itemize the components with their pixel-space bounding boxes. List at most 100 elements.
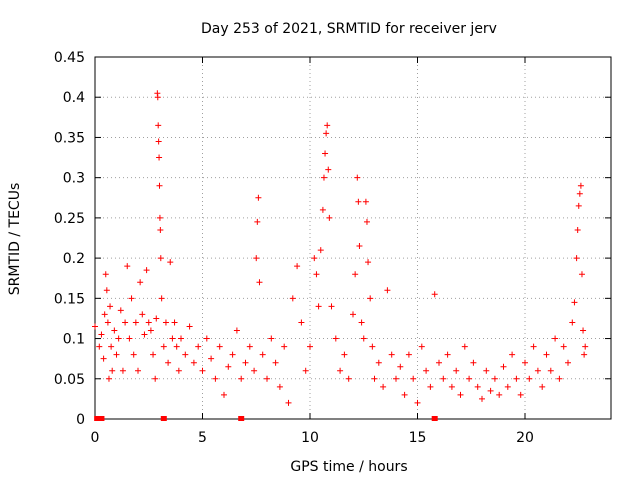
data-point: [195, 343, 202, 350]
data-point: [96, 343, 103, 350]
x-axis-label: GPS time / hours: [290, 459, 407, 475]
data-point: [560, 343, 567, 350]
y-tick-label-4: 0.2: [63, 251, 85, 267]
data-point: [98, 331, 105, 338]
x-tick-label-2: 10: [301, 430, 319, 446]
data-point: [470, 359, 477, 366]
x-tick-label-1: 5: [198, 430, 207, 446]
data-point: [479, 395, 485, 402]
data-point: [111, 327, 118, 334]
y-axis-label: SRMTID / TECUs: [7, 183, 23, 296]
data-point: [440, 375, 447, 382]
data-point: [221, 391, 227, 398]
data-point: [367, 295, 374, 302]
data-point: [199, 367, 206, 374]
data-point: [337, 367, 344, 374]
data-point: [323, 130, 330, 137]
data-point: [259, 351, 266, 358]
data-point: [203, 335, 210, 342]
data-point: [178, 335, 184, 342]
data-point: [315, 303, 322, 310]
data-point: [576, 190, 583, 197]
data-point: [208, 355, 215, 362]
data-point: [268, 335, 275, 342]
y-tick-label-5: 0.25: [54, 211, 85, 227]
data-point: [358, 319, 365, 326]
data-point: [448, 383, 455, 390]
data-point: [154, 94, 161, 101]
data-point: [162, 319, 169, 326]
data-point: [165, 359, 172, 366]
axis-ticks: [94, 56, 611, 420]
data-point: [119, 367, 126, 374]
data-point: [108, 343, 115, 350]
data-point: [410, 375, 417, 382]
data-point: [157, 226, 164, 233]
data-point: [152, 375, 159, 382]
data-point: [547, 367, 554, 374]
data-point: [115, 335, 122, 342]
data-point: [173, 343, 180, 350]
data-point: [143, 267, 150, 274]
data-point: [155, 138, 162, 145]
data-point: [298, 319, 305, 326]
data-point: [229, 351, 236, 358]
data-point: [457, 391, 464, 398]
data-point: [582, 343, 589, 350]
data-point: [156, 182, 163, 189]
data-point: [253, 255, 260, 262]
data-point: [122, 319, 129, 326]
data-point: [369, 343, 376, 350]
data-point: [135, 367, 141, 374]
y-tick-label-3: 0.15: [54, 291, 85, 307]
x-tick-label-4: 20: [516, 430, 534, 446]
data-point: [577, 182, 584, 189]
y-tick-label-8: 0.4: [63, 90, 85, 106]
data-point: [431, 291, 438, 298]
data-point: [139, 311, 146, 318]
data-point: [175, 367, 182, 374]
data-point: [294, 263, 301, 270]
data-point: [307, 343, 313, 350]
data-point: [141, 331, 148, 338]
data-point: [393, 375, 399, 382]
data-point: [552, 335, 559, 342]
data-point: [113, 351, 120, 358]
data-point: [513, 375, 520, 382]
y-tick-label-2: 0.1: [63, 332, 85, 348]
data-point: [539, 383, 546, 390]
data-point: [581, 351, 588, 358]
data-point: [130, 351, 137, 358]
data-point: [319, 206, 326, 213]
data-point: [156, 154, 163, 161]
data-point: [355, 198, 362, 205]
data-point: [225, 363, 232, 370]
data-point: [153, 315, 160, 322]
data-point: [436, 359, 442, 366]
data-point: [92, 323, 98, 330]
data-point: [418, 343, 425, 350]
data-point: [427, 383, 434, 390]
data-point: [496, 391, 503, 398]
data-point: [190, 359, 197, 366]
data-point: [573, 255, 580, 262]
data-point: [362, 198, 369, 205]
data-point: [522, 359, 528, 366]
data-point: [117, 307, 124, 314]
data-point: [147, 327, 154, 334]
data-point: [276, 383, 283, 390]
data-point: [356, 243, 363, 250]
data-point: [155, 122, 162, 129]
data-point: [565, 359, 571, 366]
zero-markers: [94, 416, 438, 421]
data-point: [254, 218, 261, 225]
data-point: [414, 399, 421, 406]
data-point: [466, 375, 473, 382]
data-point: [246, 343, 253, 350]
data-point: [474, 383, 481, 390]
data-point: [272, 359, 279, 366]
data-point: [132, 319, 139, 326]
data-point: [158, 295, 165, 302]
data-point: [325, 166, 332, 173]
data-point: [384, 287, 391, 294]
